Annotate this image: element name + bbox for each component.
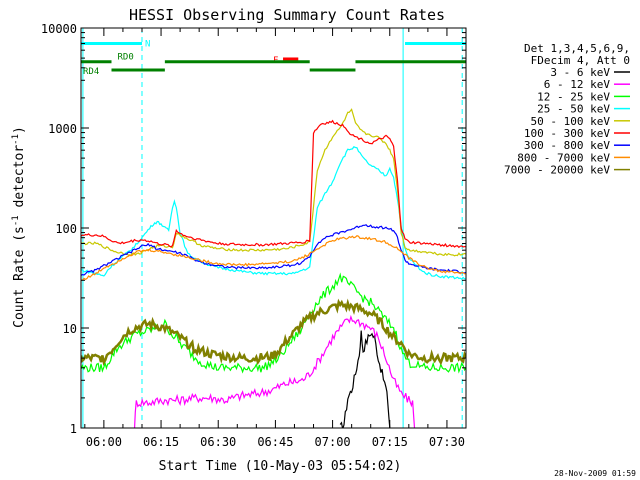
legend-label-7: 800 - 7000 keV [517,151,610,164]
series-line-3 [81,146,466,281]
series-line-8 [81,298,466,367]
footer-timestamp: 28-Nov-2009 01:59 [554,469,636,478]
x-tick-label-0: 06:00 [86,435,122,449]
legend-label-3: 25 - 50 keV [537,103,610,116]
legend-label-2: 12 - 25 keV [537,90,610,103]
legend-label-0: 3 - 6 keV [550,66,610,79]
x-tick-label-2: 06:30 [200,435,236,449]
axis-ticks: 06:00 06:15 06:30 06:45 07:00 07:15 07:30 1 10 10… [41,22,466,449]
x-tick-label-1: 06:15 [143,435,179,449]
y-tick-label-1: 10 [63,322,77,336]
x-tick-label-6: 07:30 [429,435,465,449]
legend-header-line-1: Det 1,3,4,5,6,9, [524,42,630,55]
legend-label-8: 7000 - 20000 keV [504,164,610,177]
legend-header-line-2: FDecim 4, Att 0 [531,54,630,67]
y-tick-label-2: 100 [55,222,77,236]
legend-label-1: 6 - 12 keV [544,78,611,91]
legend-label-4: 50 - 100 keV [531,115,611,128]
x-tick-label-3: 06:45 [257,435,293,449]
x-tick-label-5: 07:15 [372,435,408,449]
x-axis-label: Start Time (10-May-03 05:54:02) [159,459,402,474]
y-axis-label-exp-1: -1 [11,215,21,226]
series-line-7 [81,235,466,281]
plot-layer: NFRD0RD4 [81,28,466,428]
series-group [81,28,466,428]
y-axis-label-part-1: Count Rate (s [12,226,27,328]
y-tick-label-0: 1 [70,422,77,436]
series-line-5 [81,119,466,249]
series-line-1 [133,314,416,428]
status-bar-label-2: RD0 [117,53,133,63]
x-tick-label-4: 07:00 [315,435,351,449]
status-bar-label-0: N [145,39,150,49]
series-line-0 [339,330,391,428]
y-axis-label: Count Rate (s-1 detector-1) [11,126,27,328]
legend-label-5: 100 - 300 keV [524,127,610,140]
legend: Det 1,3,4,5,6,9, FDecim 4, Att 0 3 - 6 k… [504,42,630,177]
legend-label-6: 300 - 800 keV [524,139,610,152]
plot-frame [80,27,467,429]
y-axis-label-exp-2: -1 [11,134,21,145]
y-axis-label-part-2: detector [12,145,27,216]
status-bar-label-3: RD4 [83,67,99,77]
chart-title: HESSI Observing Summary Count Rates [129,6,445,24]
series-line-2 [81,272,466,374]
series-line-4 [81,108,466,257]
y-tick-label-3: 1000 [48,122,77,136]
y-tick-label-4: 10000 [41,22,77,36]
y-axis-label-part-3: ) [12,126,27,134]
